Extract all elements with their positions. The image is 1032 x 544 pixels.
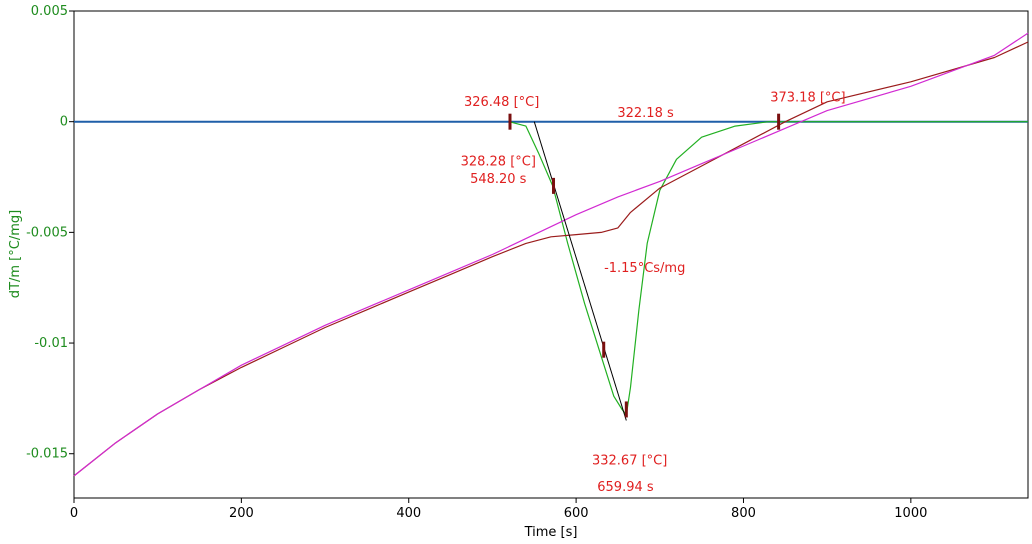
annotation-label: -1.15°Cs/mg <box>604 261 685 276</box>
magenta-curve-line <box>73 32 1029 477</box>
tangent-line <box>533 121 627 421</box>
x-tick-label: 200 <box>229 506 254 521</box>
annotation-label: 332.67 [°C] <box>592 453 667 468</box>
annotation-label: 322.18 s <box>617 106 674 121</box>
point-marker <box>508 113 512 130</box>
point-marker <box>777 113 781 130</box>
annotation-layer: 326.48 [°C] 322.18 s 373.18 [°C] 328.28 [°C… <box>461 90 846 495</box>
x-axis-label: Time [s] <box>524 525 578 540</box>
annotation-label: 373.18 [°C] <box>770 90 845 105</box>
x-tick-label: 0 <box>70 506 78 521</box>
y-axis-label: dT/m [°C/mg] <box>8 210 23 298</box>
y-tick-label: 0.005 <box>31 4 68 19</box>
x-tick-label: 800 <box>731 506 756 521</box>
annotation-label: 659.94 s <box>597 480 654 495</box>
annotation-label: 326.48 [°C] <box>464 95 539 110</box>
point-marker <box>552 177 556 194</box>
x-axis-ticks: 0 200 400 600 800 1000 <box>70 498 927 521</box>
series-layer <box>73 32 1029 477</box>
y-tick-label: -0.015 <box>26 447 68 462</box>
annotation-label: 548.20 s <box>470 172 527 187</box>
annotation-label: 328.28 [°C] <box>461 155 536 170</box>
y-axis-ticks: 0.005 0 -0.005 -0.01 -0.015 <box>26 4 74 462</box>
dark-red-curve-line <box>73 41 1029 477</box>
plot-area-frame <box>73 10 1029 499</box>
point-marker <box>624 401 628 418</box>
marker-layer <box>508 113 781 418</box>
x-tick-label: 600 <box>564 506 589 521</box>
point-marker <box>602 341 606 358</box>
x-tick-label: 400 <box>396 506 421 521</box>
y-tick-label: -0.005 <box>26 225 68 240</box>
x-tick-label: 1000 <box>894 506 927 521</box>
y-tick-label: -0.01 <box>34 336 68 351</box>
derivative-peak-line <box>509 121 1028 416</box>
y-tick-label: 0 <box>60 115 68 130</box>
